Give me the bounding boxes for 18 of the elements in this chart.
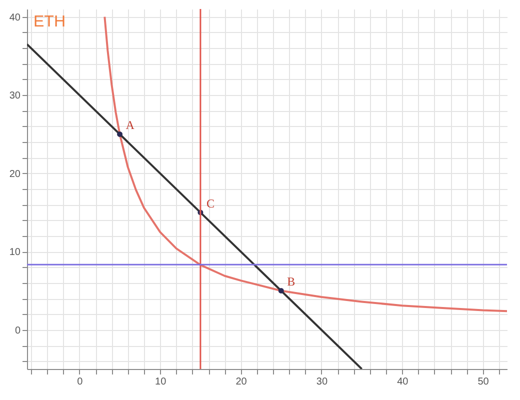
point — [278, 288, 284, 294]
y-tick-label: 30 — [9, 90, 21, 102]
y-tick-label: 0 — [14, 325, 21, 336]
line-series — [104, 16, 507, 312]
x-tick-label: 10 — [155, 376, 167, 388]
x-tick-label: 30 — [316, 376, 328, 388]
x-tick-label: 40 — [397, 376, 409, 388]
annotation: A — [126, 118, 135, 132]
y-axis-title: ETH — [34, 14, 66, 30]
y-tick-label: 10 — [9, 247, 21, 258]
x-tick-label: 20 — [236, 376, 248, 388]
y-tick-label: 40 — [9, 12, 21, 24]
y-tick-label: 20 — [9, 168, 21, 180]
annotation: C — [206, 196, 214, 210]
x-tick-label: 0 — [77, 376, 84, 388]
point — [117, 131, 123, 137]
x-tick-label: 50 — [478, 376, 490, 388]
annotation: B — [287, 274, 296, 289]
